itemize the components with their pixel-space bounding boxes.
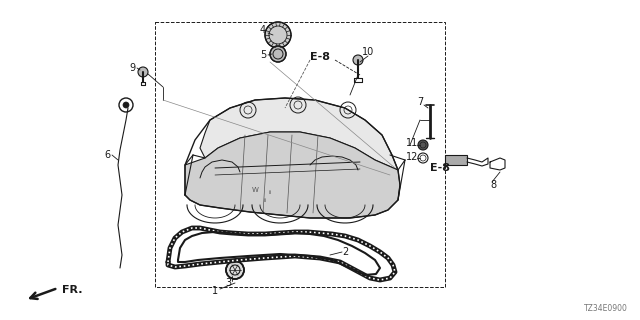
- Bar: [155, 22, 445, 287]
- Polygon shape: [185, 132, 400, 218]
- Circle shape: [138, 67, 148, 77]
- Text: 9: 9: [129, 63, 135, 73]
- Text: E-8: E-8: [430, 163, 450, 173]
- Circle shape: [270, 46, 286, 62]
- Text: 10: 10: [362, 47, 374, 57]
- Circle shape: [265, 22, 291, 48]
- Polygon shape: [200, 98, 398, 170]
- Text: 1: 1: [212, 286, 218, 296]
- Text: W: W: [252, 187, 259, 193]
- Text: ii: ii: [269, 189, 271, 195]
- Text: 6: 6: [104, 150, 110, 160]
- Text: 4: 4: [260, 25, 266, 35]
- Text: ii: ii: [264, 197, 266, 203]
- Circle shape: [226, 261, 244, 279]
- Text: FR.: FR.: [62, 285, 83, 295]
- Text: E-8: E-8: [310, 52, 330, 62]
- Text: TZ34E0900: TZ34E0900: [584, 304, 628, 313]
- Text: 2: 2: [342, 247, 348, 257]
- Text: 3: 3: [225, 278, 231, 288]
- Text: 7: 7: [417, 97, 423, 107]
- Circle shape: [418, 140, 428, 150]
- Text: 12: 12: [406, 152, 418, 162]
- Text: 11: 11: [406, 138, 418, 148]
- Text: 8: 8: [490, 180, 496, 190]
- Circle shape: [123, 102, 129, 108]
- Circle shape: [353, 55, 363, 65]
- Text: 5: 5: [260, 50, 266, 60]
- Bar: [445, 155, 467, 165]
